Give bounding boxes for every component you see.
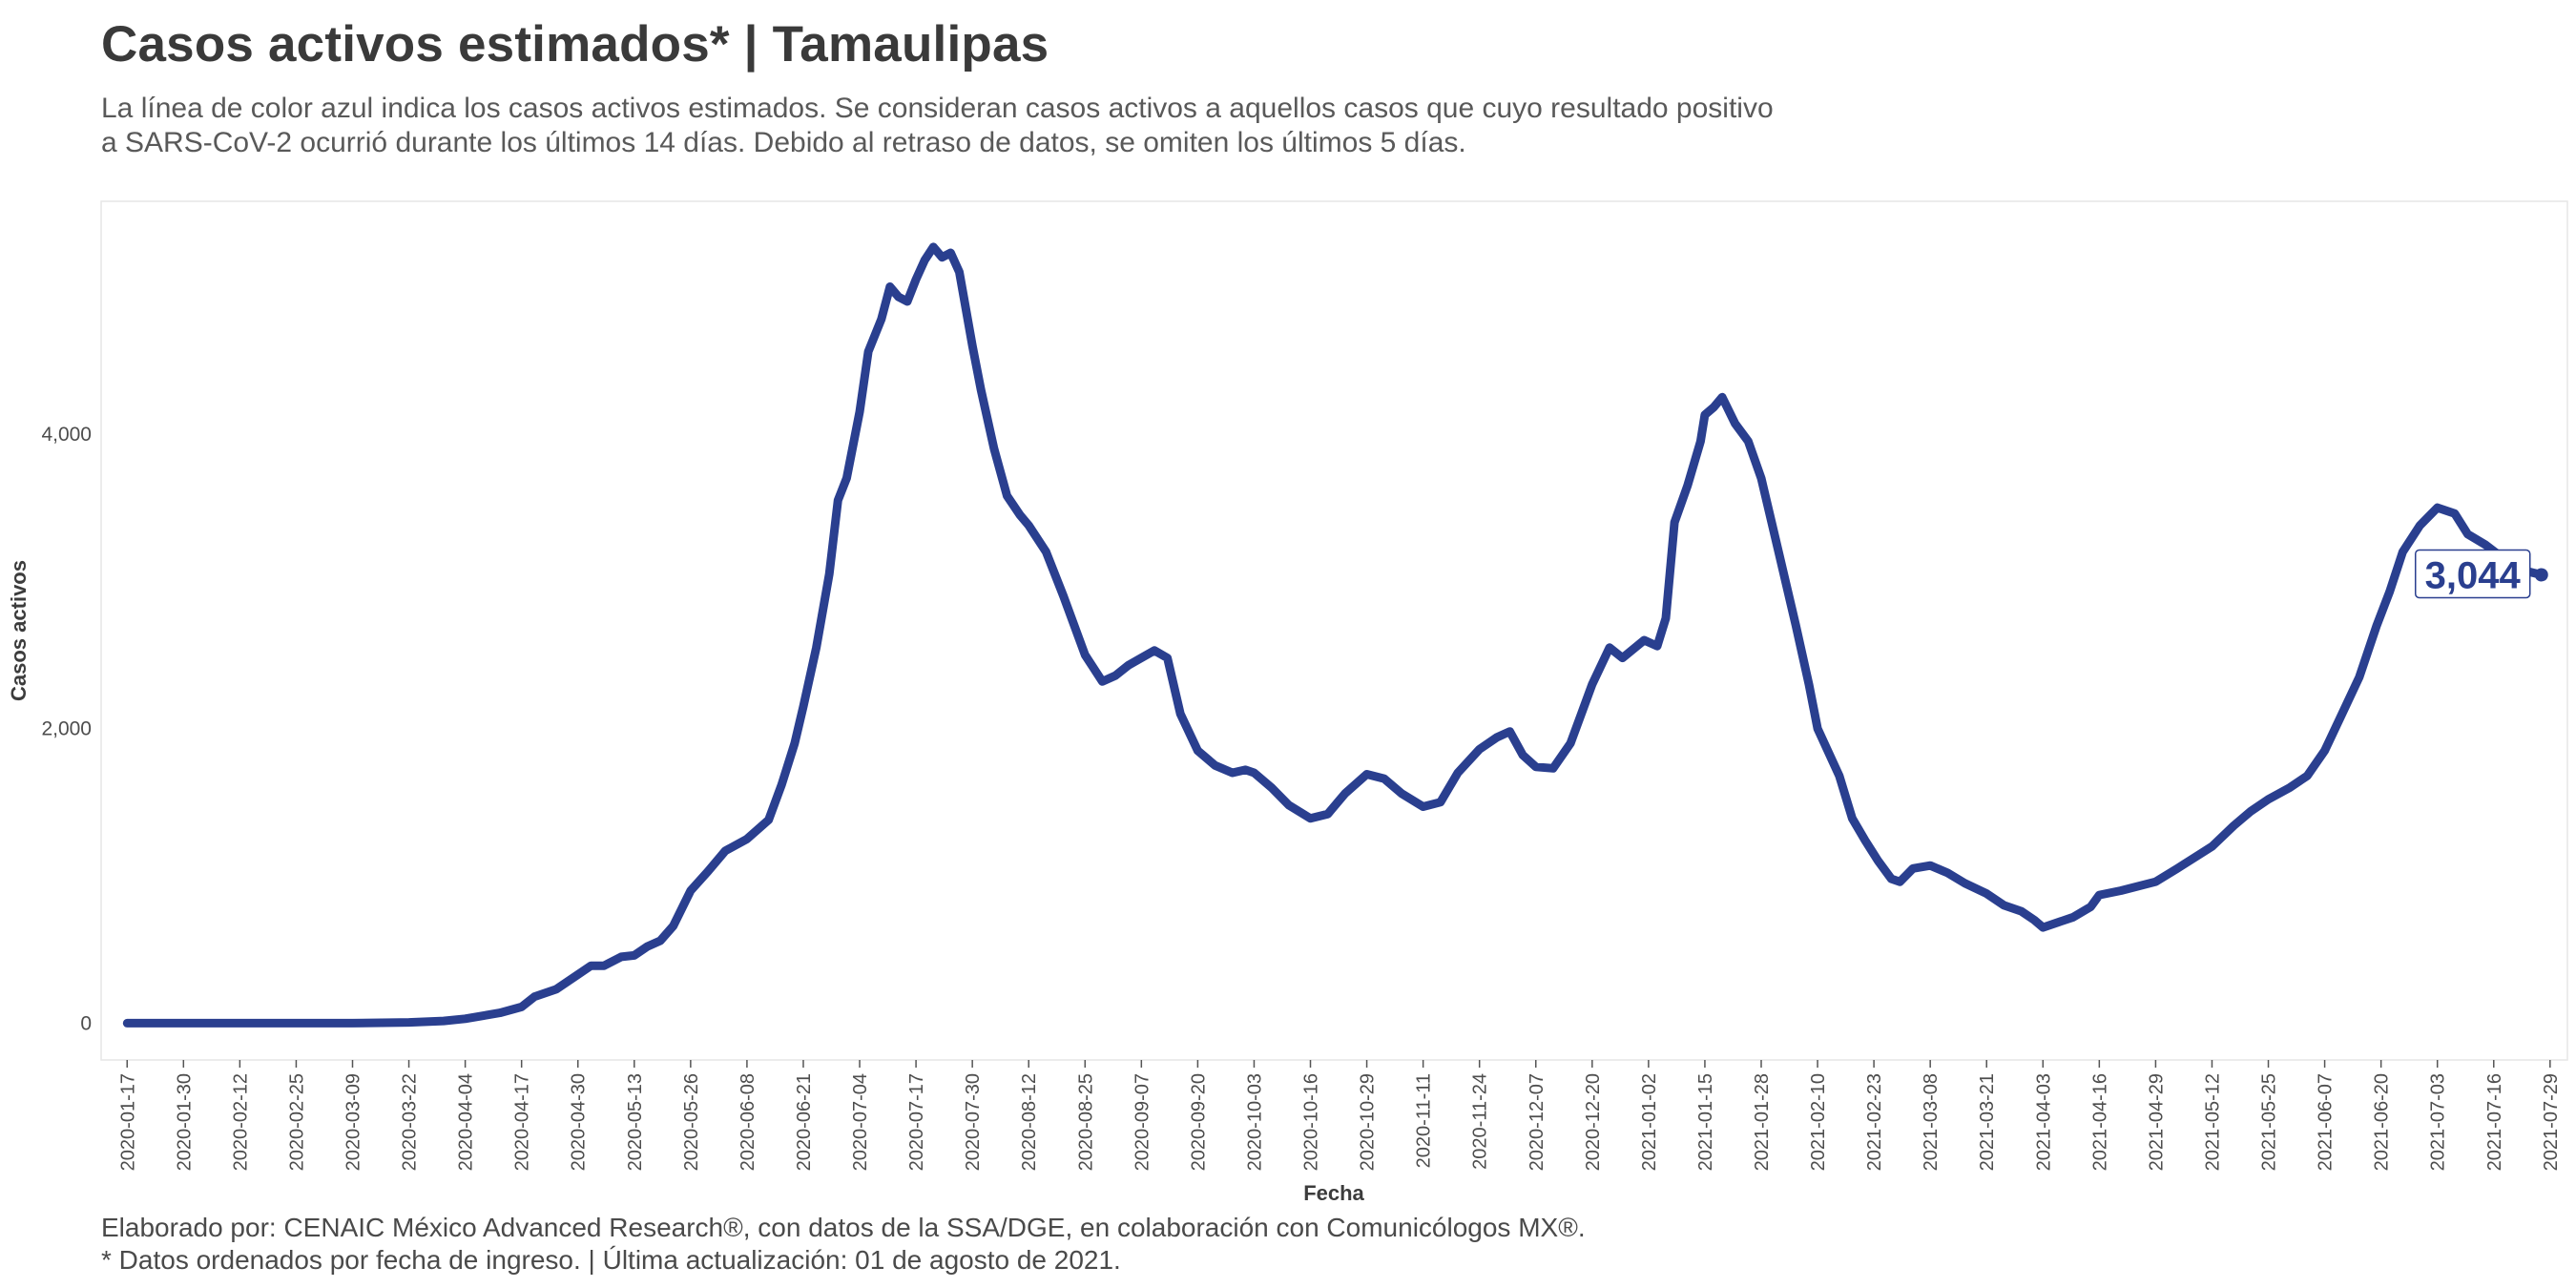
last-value-label-text: 3,044 (2425, 554, 2522, 596)
x-tick-label: 2021-07-03 (2428, 1073, 2449, 1171)
x-tick-label: 2021-02-10 (1808, 1073, 1829, 1171)
x-tick-label: 2021-04-16 (2089, 1073, 2110, 1171)
chart-title: Casos activos estimados* | Tamaulipas (101, 16, 1049, 73)
x-tick-label: 2020-11-11 (1414, 1073, 1435, 1168)
y-axis-ticks: 0 2,000 4,000 (41, 424, 92, 1034)
x-tick-label: 2020-07-30 (963, 1073, 984, 1171)
x-tick-label: 2021-05-12 (2202, 1073, 2223, 1171)
y-tick-label: 0 (80, 1012, 92, 1034)
x-axis-ticks: 2020-01-17 2020-01-30 2020-02-12 2020-02-25… (117, 1060, 2562, 1171)
x-axis-title: Fecha (1303, 1181, 1364, 1205)
last-value-label-box (2414, 549, 2531, 599)
x-tick-label: 2021-01-28 (1752, 1073, 1773, 1171)
x-tick-label: 2020-08-12 (1019, 1073, 1040, 1171)
x-tick-label: 2021-01-02 (1639, 1073, 1660, 1171)
x-tick-label: 2021-07-16 (2484, 1073, 2505, 1171)
chart-caption: Elaborado por: CENAIC México Advanced Re… (101, 1212, 1586, 1277)
x-tick-label: 2020-04-04 (456, 1073, 477, 1171)
x-tick-label: 2020-04-17 (512, 1073, 533, 1171)
x-tick-label: 2021-03-08 (1921, 1073, 1942, 1171)
x-tick-label: 2021-04-29 (2146, 1073, 2167, 1171)
x-tick-label: 2020-10-16 (1301, 1073, 1322, 1171)
x-tick-label: 2020-01-17 (117, 1073, 138, 1171)
x-tick-label: 2020-09-20 (1188, 1073, 1209, 1171)
x-tick-label: 2021-07-29 (2541, 1073, 2562, 1171)
x-tick-label: 2020-03-22 (400, 1073, 421, 1171)
x-tick-label: 2020-01-30 (174, 1073, 195, 1171)
last-data-point (2534, 568, 2548, 582)
x-tick-label: 2021-03-21 (1977, 1073, 1998, 1171)
plot-panel (100, 200, 2568, 1061)
x-tick-label: 2021-01-15 (1695, 1073, 1716, 1171)
x-tick-label: 2020-09-07 (1132, 1073, 1153, 1171)
x-tick-label: 2020-06-21 (794, 1073, 815, 1171)
x-tick-label: 2020-07-17 (906, 1073, 927, 1171)
x-tick-label: 2020-12-20 (1583, 1073, 1604, 1171)
x-tick-label: 2020-10-03 (1244, 1073, 1265, 1171)
x-tick-label: 2020-03-09 (343, 1073, 364, 1171)
x-tick-label: 2020-08-25 (1075, 1073, 1096, 1171)
y-tick-label: 2,000 (41, 718, 92, 740)
subtitle-line-2: a SARS-CoV-2 ocurrió durante los últimos… (101, 127, 1466, 158)
last-value-label: 3,044 (2414, 549, 2531, 599)
x-tick-label: 2020-04-30 (569, 1073, 590, 1171)
x-tick-label: 2020-11-24 (1470, 1073, 1491, 1170)
x-tick-label: 2020-05-26 (681, 1073, 702, 1171)
subtitle-line-1: La línea de color azul indica los casos … (101, 93, 1774, 124)
caption-line-2: * Datos ordenados por fecha de ingreso. … (101, 1245, 1121, 1275)
x-tick-label: 2020-06-08 (737, 1073, 758, 1171)
y-axis-title: Casos activos (7, 560, 31, 701)
x-tick-label: 2020-12-07 (1527, 1073, 1548, 1171)
x-tick-label: 2020-02-12 (230, 1073, 251, 1171)
caption-line-1: Elaborado por: CENAIC México Advanced Re… (101, 1213, 1586, 1242)
x-tick-label: 2020-05-13 (625, 1073, 646, 1171)
chart-subtitle: La línea de color azul indica los casos … (101, 92, 1914, 160)
x-tick-label: 2020-10-29 (1358, 1073, 1379, 1171)
x-tick-label: 2021-05-25 (2259, 1073, 2280, 1171)
x-tick-label: 2021-02-23 (1864, 1073, 1885, 1171)
series-line-casos-activos (122, 242, 2546, 1028)
x-tick-label: 2021-04-03 (2033, 1073, 2054, 1171)
x-tick-label: 2021-06-20 (2372, 1073, 2393, 1171)
x-tick-label: 2020-02-25 (286, 1073, 307, 1171)
x-tick-label: 2021-06-07 (2316, 1073, 2337, 1171)
x-tick-label: 2020-07-04 (850, 1073, 871, 1171)
y-tick-label: 4,000 (41, 424, 92, 446)
